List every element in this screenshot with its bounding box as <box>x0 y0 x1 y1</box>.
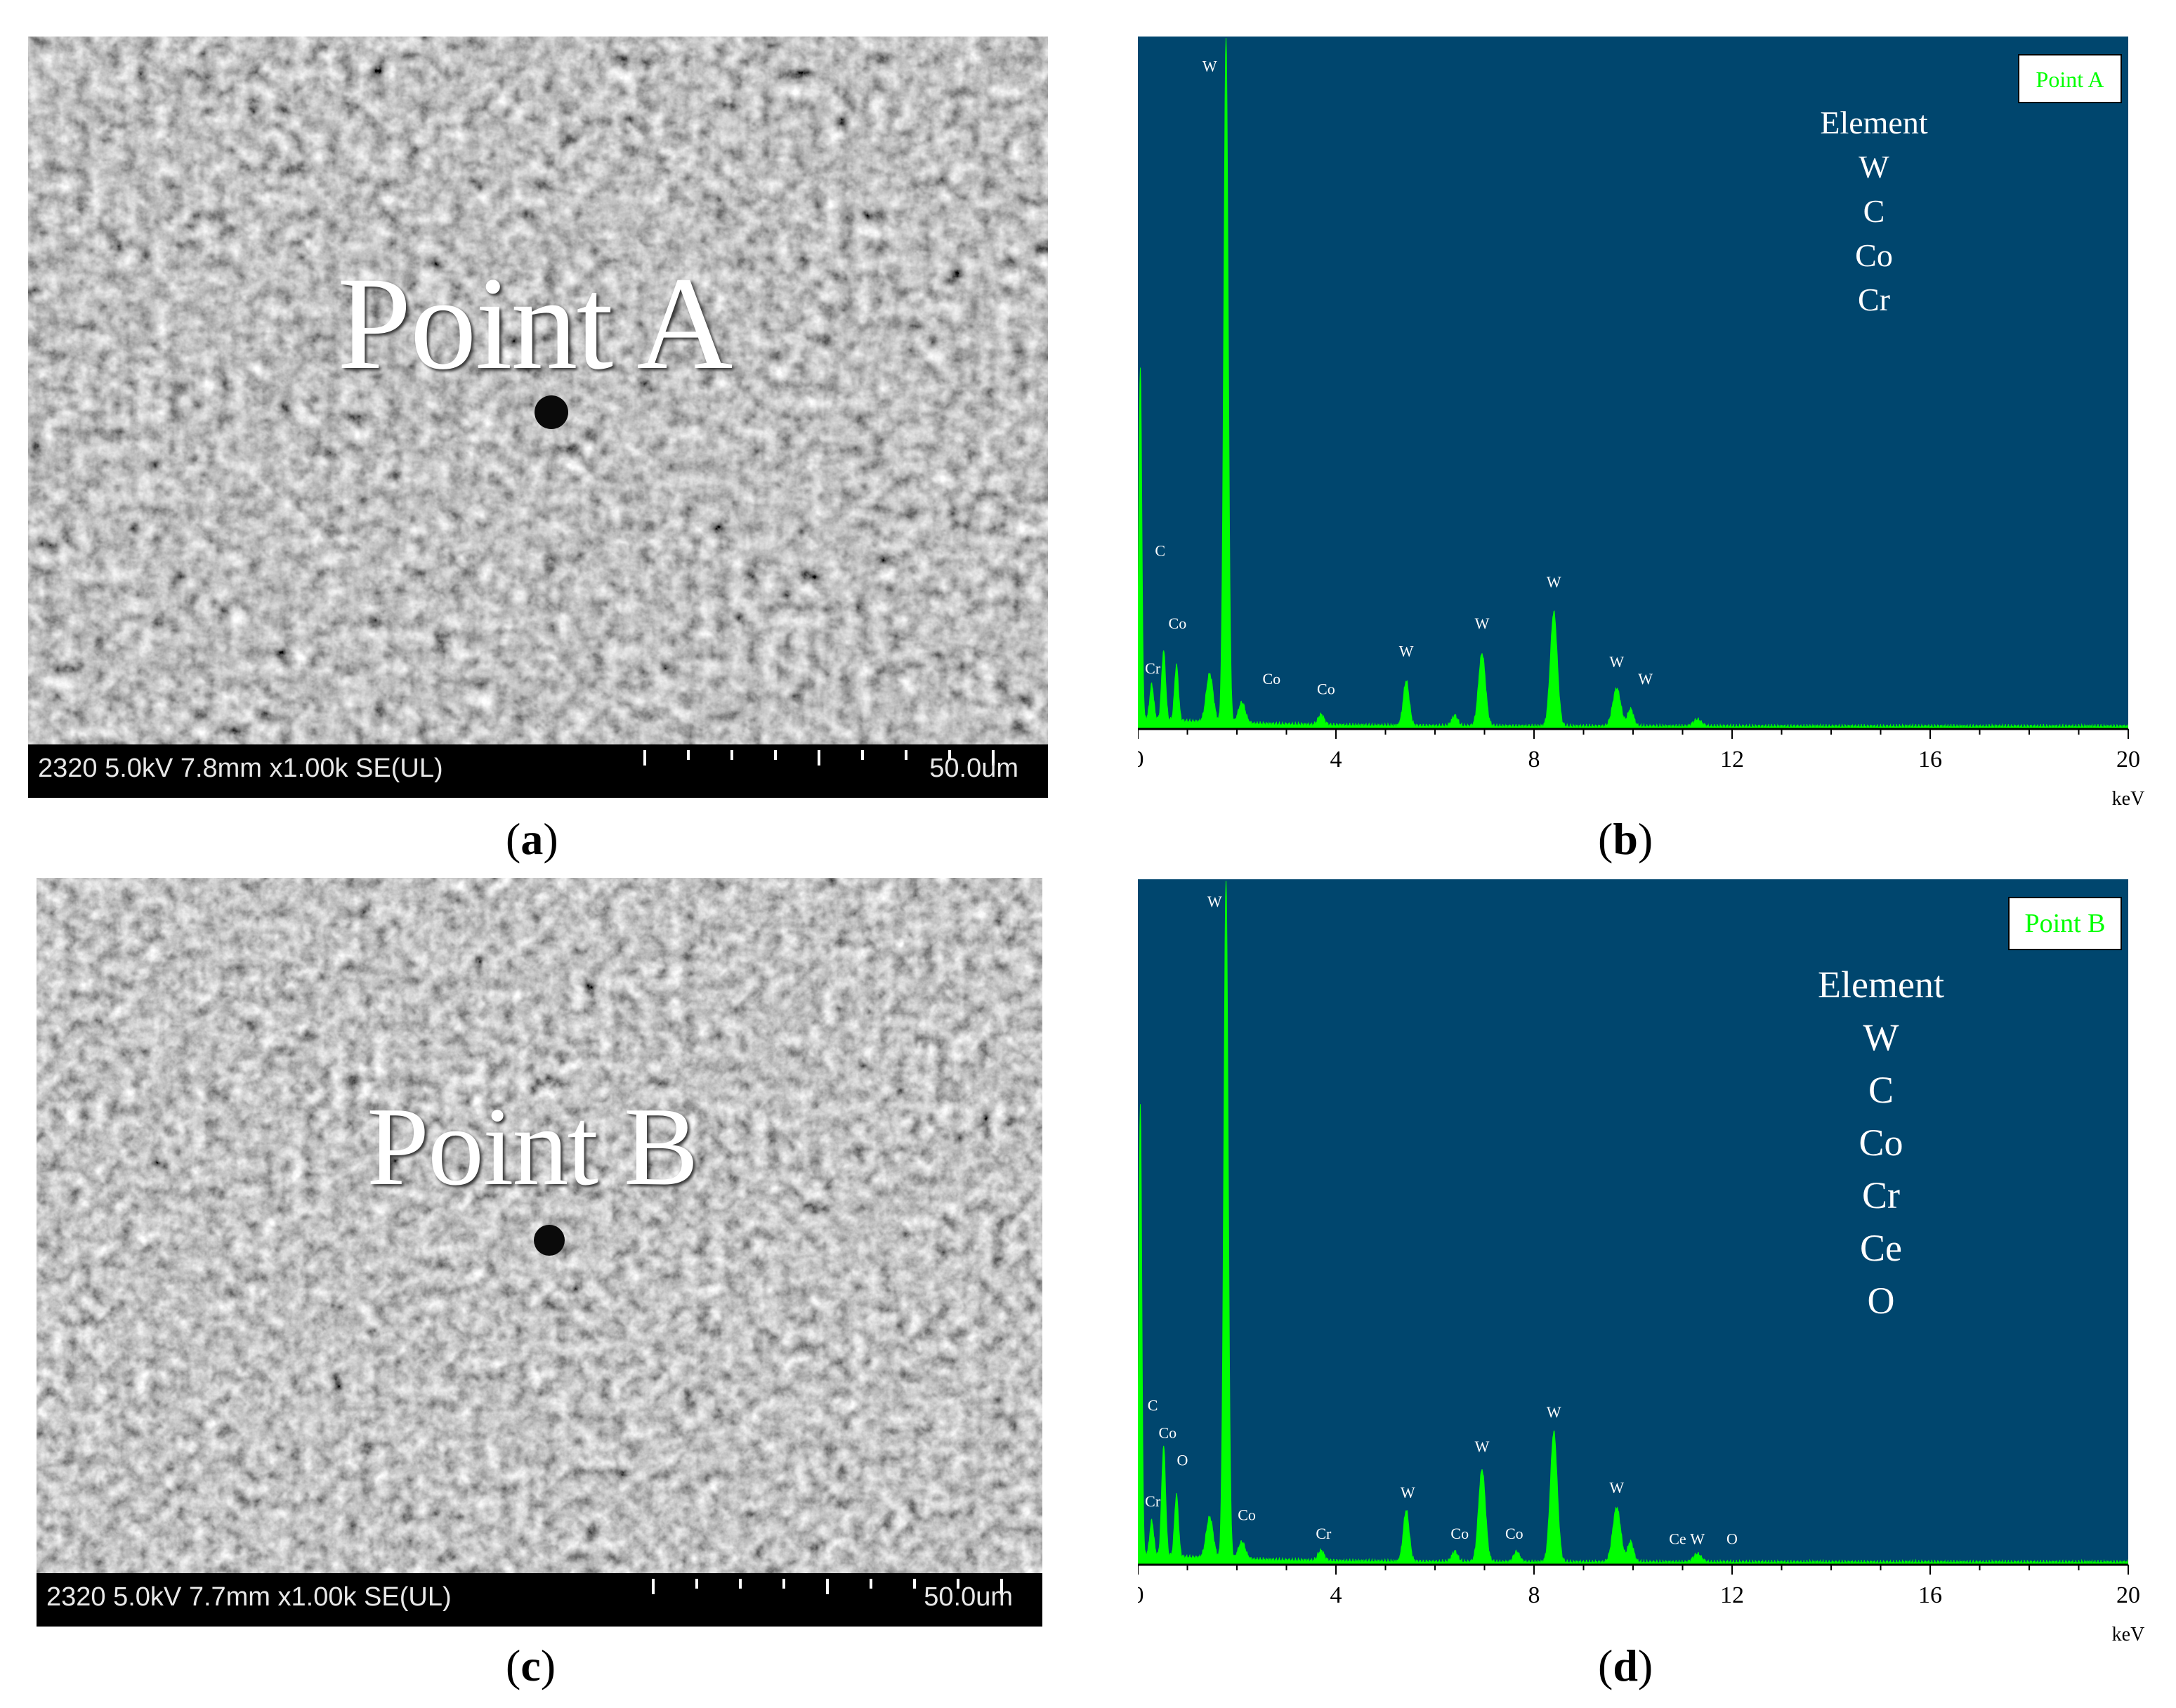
peak-label: Co <box>1450 1525 1469 1542</box>
x-tick-label: 20 <box>2116 747 2140 773</box>
element-item: C <box>1863 193 1885 229</box>
peak-label: W <box>1202 57 1217 74</box>
element-item: Co <box>1859 1122 1903 1164</box>
sem-image-point-a: Point A 2320 5.0kV 7.8mm x1.00k SE(UL) 5… <box>28 37 1048 798</box>
peak-label: W <box>1638 670 1653 688</box>
element-item: C <box>1868 1069 1894 1111</box>
peak-label: Co <box>1169 615 1187 632</box>
x-axis-label: keV <box>2112 1624 2145 1645</box>
sem-info-text: 2320 5.0kV 7.8mm x1.00k SE(UL) <box>38 754 443 783</box>
x-tick-label: 12 <box>1720 1582 1744 1608</box>
x-tick-label: 4 <box>1330 747 1342 773</box>
scale-bar-label: 50.0um <box>924 1582 1013 1612</box>
peak-label: C <box>1155 542 1165 560</box>
element-item: O <box>1868 1280 1895 1322</box>
sem-texture <box>28 37 1048 798</box>
x-tick-label: 16 <box>1918 747 1942 773</box>
probe-point <box>534 1225 565 1256</box>
peak-label: W <box>1547 1403 1561 1421</box>
x-tick-label: 16 <box>1918 1582 1942 1608</box>
legend-box <box>2008 897 2122 950</box>
peak-label: Cr <box>1145 659 1161 677</box>
x-tick-label: 20 <box>2116 1582 2140 1608</box>
plot-area <box>1138 879 2128 1565</box>
peak-label: O <box>1177 1451 1188 1469</box>
peak-label: W <box>1207 893 1222 910</box>
x-axis-label: keV <box>2112 788 2145 810</box>
caption-a: (a) <box>506 814 558 864</box>
spectrum-area <box>1138 38 2129 730</box>
peak-label: W <box>1475 615 1490 632</box>
spectrum-area <box>1138 881 2129 1566</box>
sem-point-label: Point A <box>337 250 733 398</box>
legend-box <box>2018 54 2122 103</box>
peak-label: W <box>1609 1479 1624 1497</box>
sem-texture <box>37 878 1042 1627</box>
sem-info-text: 2320 5.0kV 7.7mm x1.00k SE(UL) <box>46 1582 452 1612</box>
x-tick-label: 12 <box>1720 747 1744 773</box>
legend-label: Point B <box>2024 909 2105 938</box>
element-title: Element <box>1820 105 1927 140</box>
peak-label: W <box>1401 1483 1415 1501</box>
element-item: Cr <box>1858 282 1890 317</box>
peak-label: C <box>1148 1396 1158 1414</box>
peak-label: W <box>1399 642 1414 659</box>
x-tick-label: 0 <box>1138 1582 1144 1608</box>
peak-label: W <box>1609 652 1624 670</box>
element-title: Element <box>1818 964 1944 1006</box>
element-item: W <box>1859 149 1889 185</box>
element-item: Ce <box>1860 1227 1902 1269</box>
peak-label: Co <box>1158 1424 1177 1441</box>
peak-label: Co <box>1317 681 1335 698</box>
element-item: Cr <box>1862 1174 1900 1216</box>
sem-info-bar: 2320 5.0kV 7.8mm x1.00k SE(UL) 50.0um <box>28 744 1048 798</box>
element-item: W <box>1863 1016 1899 1058</box>
plot-area <box>1138 37 2128 729</box>
sem-image-point-b: Point B 2320 5.0kV 7.7mm x1.00k SE(UL) 5… <box>37 878 1042 1627</box>
caption-d: (d) <box>1598 1641 1653 1690</box>
peak-label: W <box>1475 1438 1490 1455</box>
peak-label: W <box>1690 1530 1705 1548</box>
peak-label: Co <box>1505 1525 1523 1542</box>
peak-label: Ce <box>1669 1530 1686 1548</box>
element-item: Co <box>1855 237 1893 273</box>
x-tick-label: 4 <box>1330 1582 1342 1608</box>
scale-bar <box>652 1579 1003 1594</box>
sem-info-bar: 2320 5.0kV 7.7mm x1.00k SE(UL) 50.0um <box>37 1573 1042 1627</box>
peak-label: Co <box>1238 1506 1256 1524</box>
sem-point-label: Point B <box>367 1084 699 1209</box>
probe-point <box>535 395 568 429</box>
caption-c: (c) <box>506 1641 556 1690</box>
peak-label: Cr <box>1316 1525 1332 1542</box>
caption-b: (b) <box>1598 814 1653 864</box>
x-tick-label: 0 <box>1138 747 1144 773</box>
legend-label: Point A <box>2036 67 2104 92</box>
scale-bar-label: 50.0um <box>929 754 1018 783</box>
peak-label: O <box>1726 1530 1738 1548</box>
peak-label: Cr <box>1145 1492 1161 1510</box>
x-tick-label: 8 <box>1528 1582 1540 1608</box>
peak-label: W <box>1547 573 1561 591</box>
peak-label: Co <box>1263 670 1281 688</box>
scale-bar <box>643 750 995 766</box>
x-tick-label: 8 <box>1528 747 1540 773</box>
